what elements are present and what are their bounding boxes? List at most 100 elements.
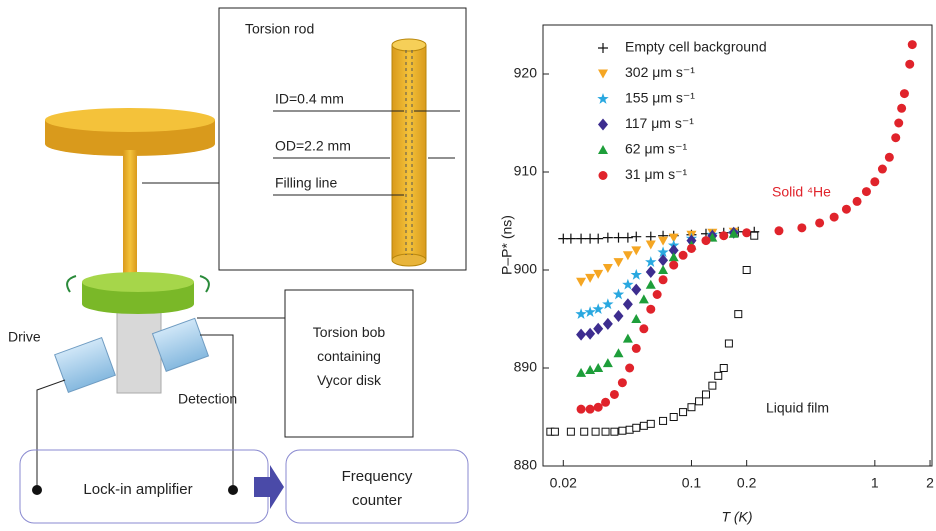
point (631, 246, 642, 256)
point (575, 308, 587, 319)
point (678, 250, 688, 260)
point (658, 265, 669, 274)
label-line: containing (317, 348, 381, 364)
legend-marker (598, 145, 608, 154)
point (576, 328, 587, 341)
point (576, 404, 586, 414)
label: Torsion rod (245, 21, 314, 37)
label: OD=2.2 mm (275, 138, 351, 154)
point (602, 264, 613, 274)
label: Torsion bob containing Vycor disk (313, 324, 386, 388)
point (645, 279, 656, 289)
point (632, 423, 641, 432)
point (576, 233, 587, 244)
point (622, 251, 633, 261)
point (742, 266, 751, 274)
point (613, 310, 624, 323)
point (708, 381, 717, 390)
rod-top (391, 38, 427, 52)
disc-top (45, 108, 215, 132)
legend-label: 62 μm s⁻¹ (625, 141, 687, 157)
legend-label: 31 μm s⁻¹ (625, 166, 687, 182)
legend-marker (598, 69, 608, 79)
point (631, 231, 642, 242)
point (591, 427, 600, 436)
point (585, 404, 595, 414)
point (580, 427, 589, 436)
label-line: Torsion bob (313, 324, 386, 340)
point (613, 258, 624, 268)
point (625, 425, 634, 434)
point (861, 187, 871, 197)
point (639, 324, 649, 334)
point (701, 236, 711, 246)
point (601, 427, 610, 436)
point (618, 426, 627, 435)
label-line: Vycor disk (317, 372, 382, 388)
point (612, 288, 625, 300)
point (686, 243, 696, 253)
label-line: counter (352, 492, 402, 509)
point (576, 277, 587, 287)
point (687, 403, 696, 412)
drive-electrode (54, 337, 116, 393)
point (899, 89, 909, 99)
chart: T (K) P–P* (ns) Solid ⁴He Liquid film 0.… (499, 24, 934, 525)
point (638, 294, 649, 304)
x-tick-label: 0.1 (682, 475, 702, 491)
holder (116, 299, 162, 394)
legend-label: 155 μm s⁻¹ (625, 90, 695, 106)
annotation: Liquid film (766, 400, 829, 416)
point (668, 233, 679, 243)
point (652, 290, 662, 299)
point (645, 240, 656, 250)
bob-top (82, 272, 194, 292)
point (639, 421, 648, 430)
apparatus-diagram: Torsion rod ID=0.4 mm OD=2.2 mm Filling … (8, 7, 469, 524)
point (891, 133, 901, 143)
legend-label: 117 μm s⁻¹ (625, 115, 694, 131)
rod (123, 150, 137, 277)
point (829, 212, 839, 222)
point (701, 390, 710, 399)
point (815, 218, 825, 228)
legend-marker (598, 171, 608, 180)
point (645, 231, 656, 242)
y-tick-label: 900 (514, 261, 538, 277)
point (584, 306, 596, 317)
point (724, 339, 733, 348)
terminal (228, 485, 238, 495)
wire (36, 379, 66, 490)
point (631, 343, 641, 353)
point (841, 204, 851, 214)
point (576, 367, 587, 377)
label-line: Frequency (342, 468, 413, 485)
point (622, 298, 633, 311)
point (617, 378, 627, 388)
x-tick-label: 0.2 (737, 475, 757, 491)
label: Drive (8, 329, 41, 345)
point (622, 232, 633, 243)
legend-marker (597, 93, 609, 104)
rotation-arrow (66, 275, 210, 293)
point (593, 233, 604, 244)
point (668, 252, 679, 262)
point (658, 236, 669, 246)
point (610, 427, 619, 436)
point (658, 254, 669, 267)
point (602, 358, 613, 368)
point (669, 413, 678, 421)
point (585, 273, 596, 283)
point (609, 389, 619, 399)
disc-bottom (45, 132, 215, 156)
y-axis-label: P–P* (ns) (499, 215, 515, 275)
point (602, 298, 614, 310)
legend-marker (598, 43, 608, 53)
point (905, 59, 915, 69)
point (646, 419, 655, 428)
point (750, 231, 759, 240)
point (668, 244, 679, 257)
legend-marker (598, 118, 608, 131)
point (907, 40, 917, 50)
point (734, 310, 743, 319)
